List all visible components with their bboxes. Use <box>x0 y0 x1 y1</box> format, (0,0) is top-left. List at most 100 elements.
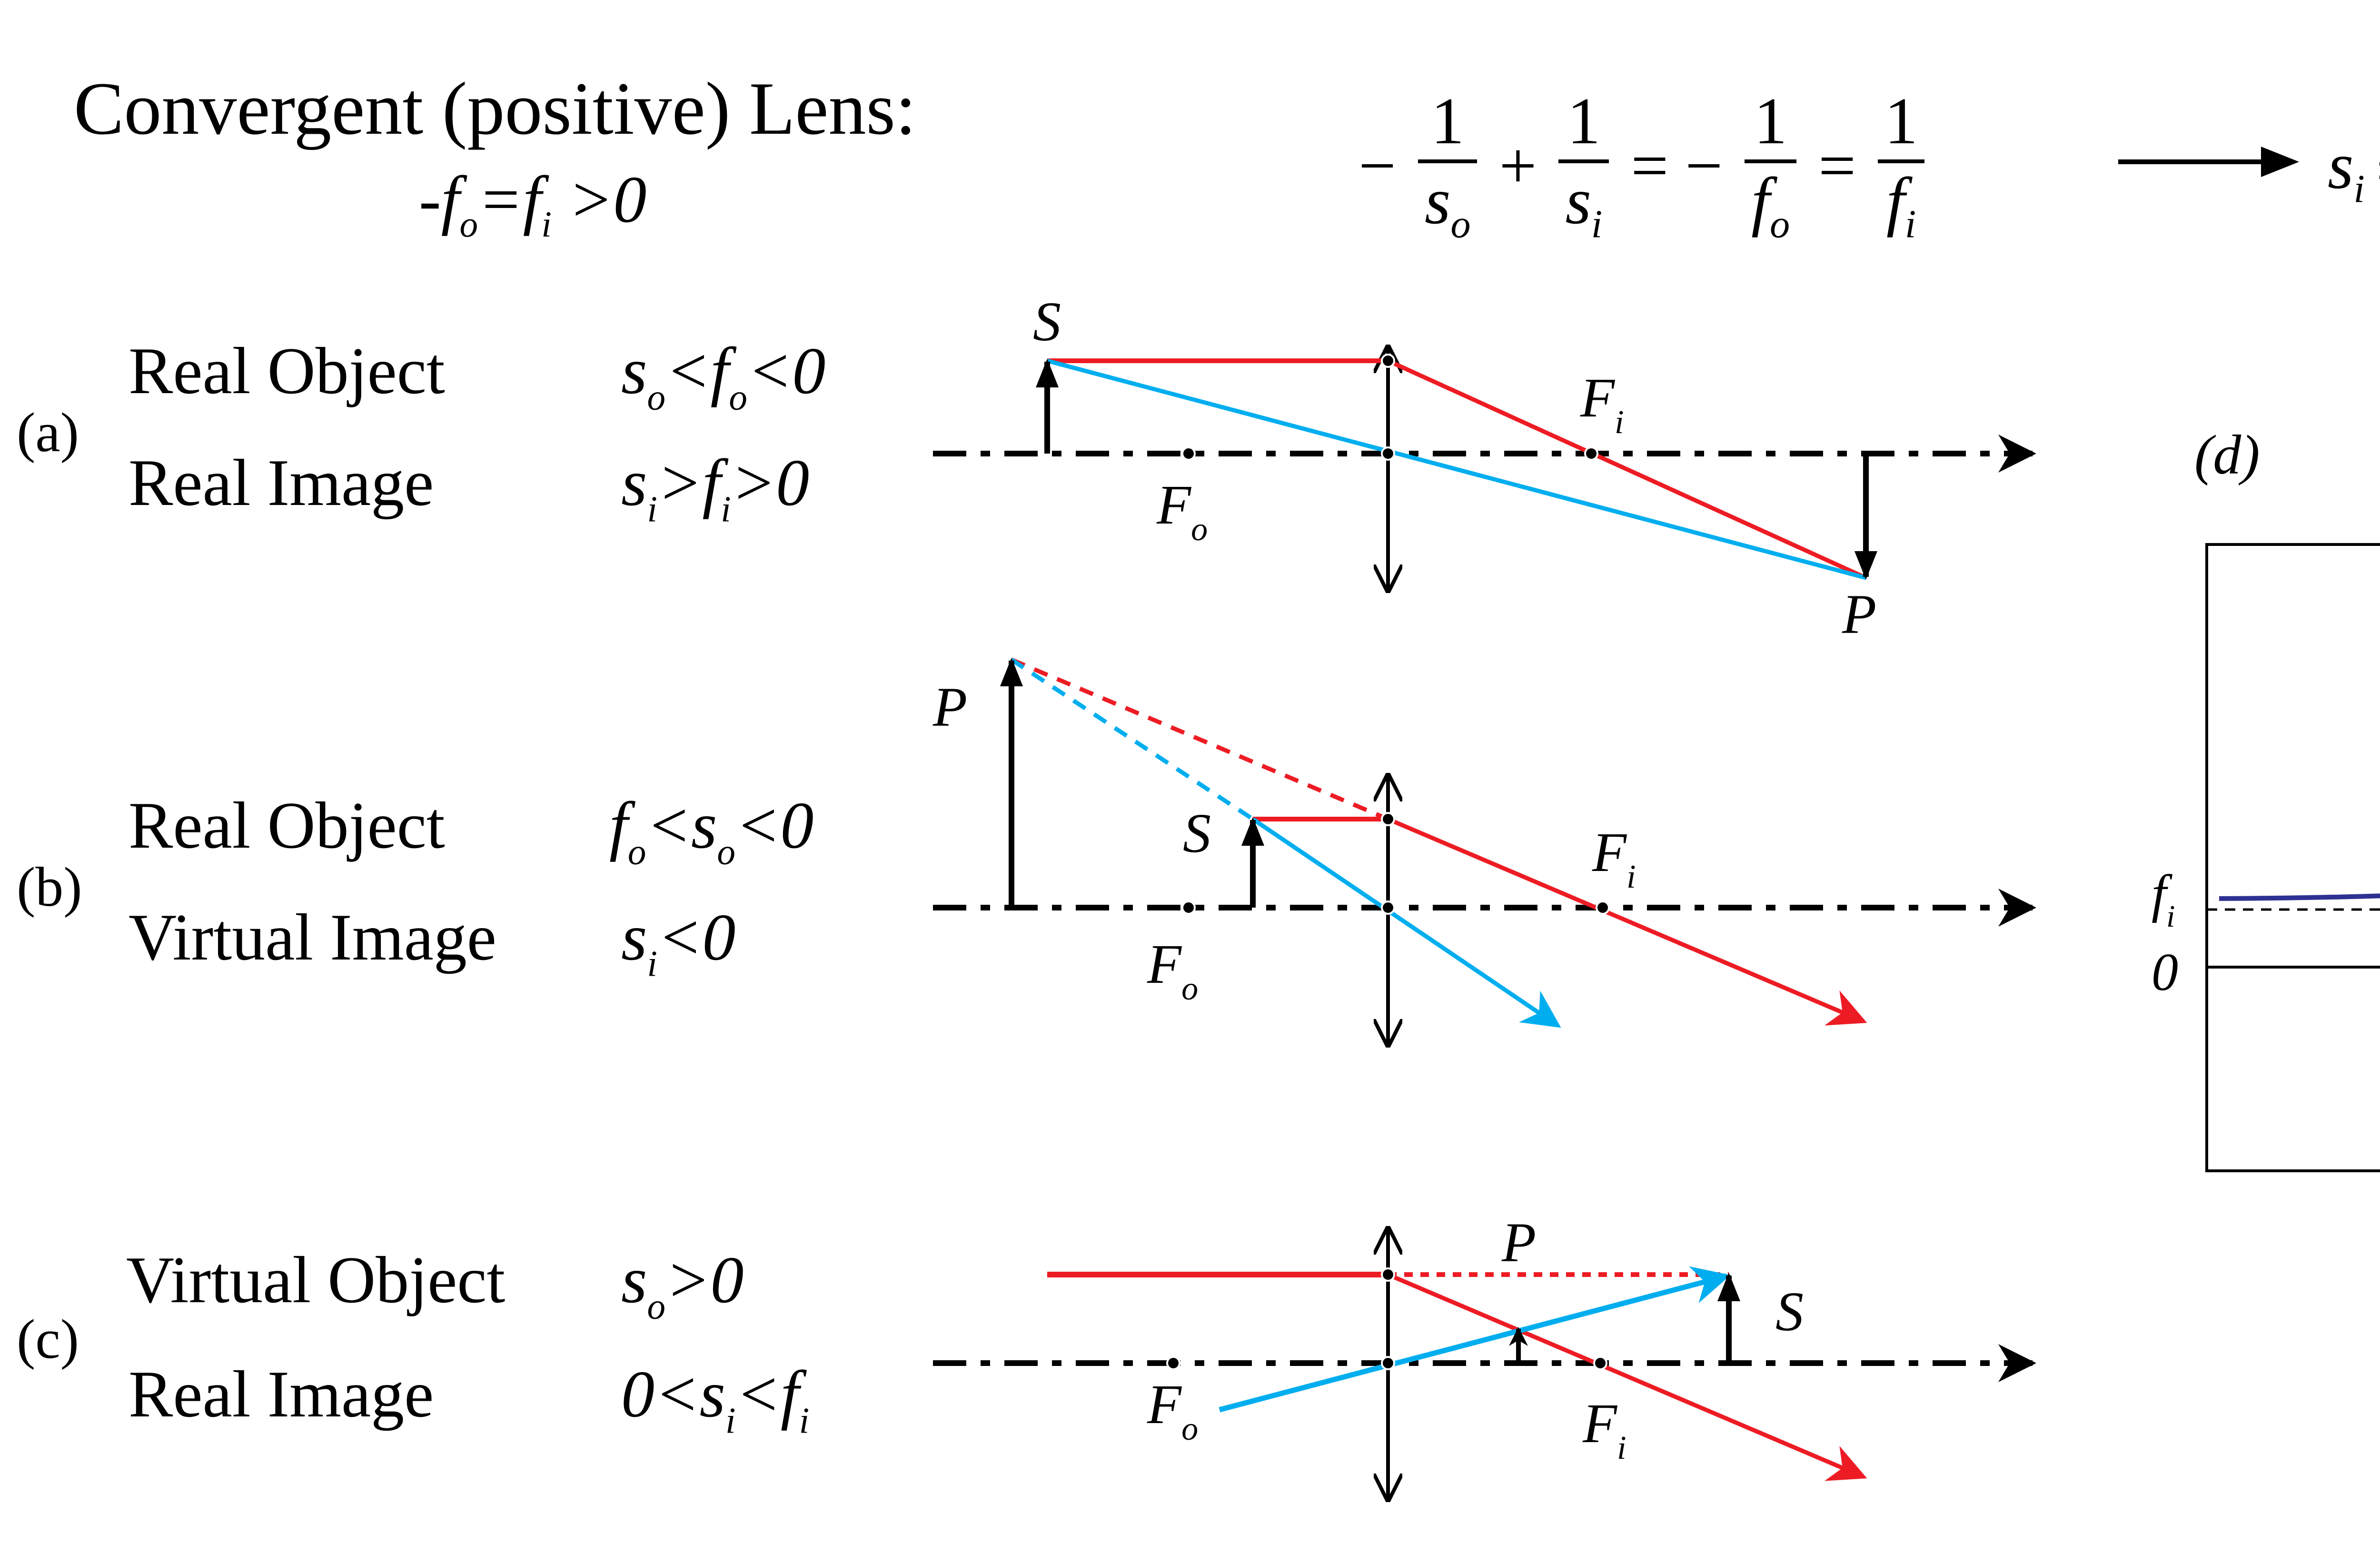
blue-ray <box>1046 358 1867 580</box>
y-tick-zero: 0 <box>2152 943 2178 1002</box>
cond-sub: o <box>729 376 747 418</box>
implies-arrow-icon <box>2118 147 2299 177</box>
focal-point-fo <box>1181 446 1196 461</box>
focal-point-fi <box>1596 900 1610 915</box>
red-ray <box>1387 1272 1867 1481</box>
eq-num: 1 <box>1567 84 1601 158</box>
cond-text: >0 <box>665 1243 744 1317</box>
panel-b-object-condition: fo<so<0 <box>609 792 813 871</box>
label-Fo: Fo <box>1156 474 1208 548</box>
diagram-a: S P Fo Fi <box>933 290 2036 645</box>
fraction-bar <box>1418 159 1478 163</box>
graph-frame <box>2205 543 2380 1172</box>
focal-point-fo <box>1181 900 1196 915</box>
cond-sub: i <box>647 943 657 984</box>
label-F: F <box>1580 366 1616 429</box>
label-Fi: Fi <box>1582 1392 1626 1466</box>
cond-text: >0 <box>551 163 647 237</box>
panel-b-object-label: Real Object <box>129 789 445 862</box>
cond-text: <s <box>646 789 717 862</box>
label-S: S <box>1775 1280 1804 1343</box>
red-virtual-ray <box>1011 657 1389 821</box>
cond-sub: o <box>647 1286 665 1327</box>
label-sub: o <box>1191 511 1208 548</box>
panel-a-image-label: Real Image <box>129 446 434 520</box>
label-sub: o <box>1181 1411 1198 1447</box>
eq-sign: + <box>1499 129 1537 203</box>
cond-sub: i <box>541 203 552 245</box>
cond-sub: i <box>799 1400 810 1441</box>
fraction-bar <box>1878 159 1925 163</box>
eq-sub: o <box>1450 202 1471 247</box>
lens-condition: -fo=fi >0 <box>419 167 646 243</box>
panel-b-tag: (b) <box>17 856 82 918</box>
label-sub: i <box>1626 859 1636 895</box>
eq-var: s <box>2328 129 2354 203</box>
blue-virtual-ray <box>1010 658 1254 821</box>
fraction-bar <box>1558 159 1609 163</box>
label-F: F <box>1147 933 1182 995</box>
cond-text: <0 <box>747 334 826 408</box>
label-S: S <box>1183 802 1211 864</box>
panel-b-image-label: Virtual Image <box>129 900 496 974</box>
red-ray <box>1387 358 1867 580</box>
eq-den: s <box>1565 164 1591 238</box>
label-S: S <box>1033 290 1061 353</box>
eq-sub: i <box>1591 202 1603 247</box>
cond-sub: i <box>721 488 731 530</box>
blue-ray <box>1219 1266 1731 1413</box>
eq-num: 1 <box>1884 84 1918 158</box>
eq-sign: = <box>2376 138 2380 204</box>
panel-a-tag: (a) <box>17 401 79 464</box>
label-F: F <box>1592 821 1627 883</box>
diagram-c: S P Fo Fi <box>933 1211 2036 1499</box>
lens-point <box>1381 812 1395 826</box>
panel-c-image-condition: 0<si<fi <box>621 1361 809 1439</box>
tick-sub: i <box>2166 899 2175 934</box>
lens-center-point <box>1381 900 1395 915</box>
fraction-1-over-fo: 1 fo <box>1745 88 1797 247</box>
cond-sub: i <box>725 1400 736 1441</box>
fraction-1-over-fi: 1 fi <box>1878 84 1925 247</box>
panel-c-image-label: Real Image <box>129 1357 434 1431</box>
cond-text: >0 <box>731 446 810 520</box>
eq-sub: i <box>2353 167 2365 211</box>
panel-c-object-label: Virtual Object <box>126 1243 506 1317</box>
cond-text: <f <box>665 334 729 408</box>
lens-point <box>1381 1267 1395 1282</box>
red-ray <box>1387 817 1867 1026</box>
page-title: Convergent (positive) Lens: <box>74 67 916 150</box>
solved-equation: si = sofo fo − so = sofi fi + so <box>2328 88 2380 254</box>
label-Fo: Fo <box>1147 933 1198 1007</box>
fraction-1-over-so: 1 so <box>1418 88 1478 247</box>
label-sub: i <box>1615 404 1624 441</box>
graph-d: (d) si so fi 0 fo 0 <box>2152 424 2380 1172</box>
cond-text: <0 <box>735 789 814 862</box>
label-Fi: Fi <box>1580 366 1624 441</box>
cond-sub: o <box>627 831 646 872</box>
label-Fo: Fo <box>1147 1373 1198 1447</box>
label-sub: i <box>1617 1430 1626 1466</box>
cond-text: s <box>621 446 647 520</box>
eq-den: f <box>1751 164 1770 238</box>
y-tick-fi: fi <box>2152 864 2175 934</box>
cond-sub: o <box>717 831 735 872</box>
cond-sub: o <box>459 203 478 245</box>
panel-b-image-condition: si<0 <box>621 904 735 982</box>
cond-text: 0<s <box>621 1357 725 1431</box>
panel-a-object-label: Real Object <box>129 334 445 408</box>
cond-text: =f <box>478 163 542 237</box>
eq-sign: = − <box>1631 129 1723 203</box>
focal-point-fi <box>1584 446 1598 461</box>
label-Fi: Fi <box>1592 821 1636 895</box>
blue-ray <box>1251 817 1561 1028</box>
lens-center-point <box>1381 1356 1395 1370</box>
label-P: P <box>932 676 967 738</box>
focal-point-fi <box>1593 1356 1607 1370</box>
eq-sub: o <box>1770 202 1790 247</box>
cond-text: -f <box>419 163 460 237</box>
eq-sub: i <box>1904 202 1916 247</box>
panel-a-object-condition: so<fo<0 <box>621 338 825 416</box>
lens-equation: − 1 so + 1 si = − 1 fo = 1 fi <box>1347 88 1935 244</box>
